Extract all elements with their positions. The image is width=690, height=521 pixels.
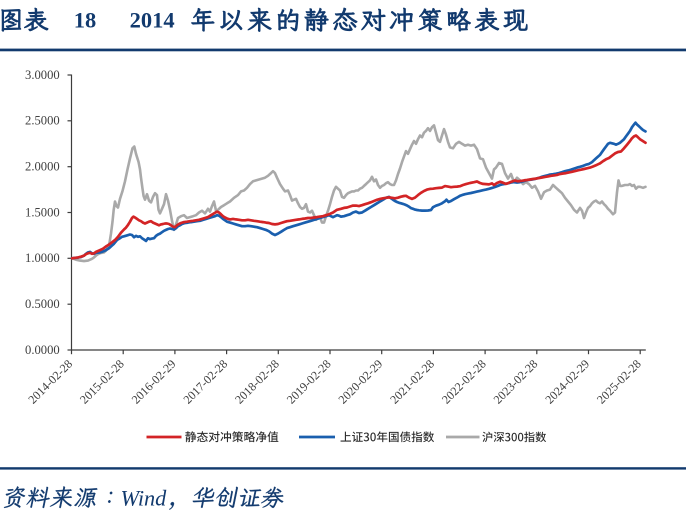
svg-text:0.0000: 0.0000 — [25, 343, 60, 357]
svg-text:1.5000: 1.5000 — [25, 205, 60, 219]
svg-text:0.5000: 0.5000 — [25, 297, 60, 311]
svg-text:3.0000: 3.0000 — [25, 68, 60, 82]
svg-text:Wind: Wind — [121, 486, 168, 511]
svg-text:1.0000: 1.0000 — [25, 251, 60, 265]
svg-text:2.0000: 2.0000 — [25, 160, 60, 174]
svg-text:2014: 2014 — [130, 8, 175, 33]
svg-text:2.5000: 2.5000 — [25, 114, 60, 128]
svg-text:18: 18 — [74, 8, 97, 33]
